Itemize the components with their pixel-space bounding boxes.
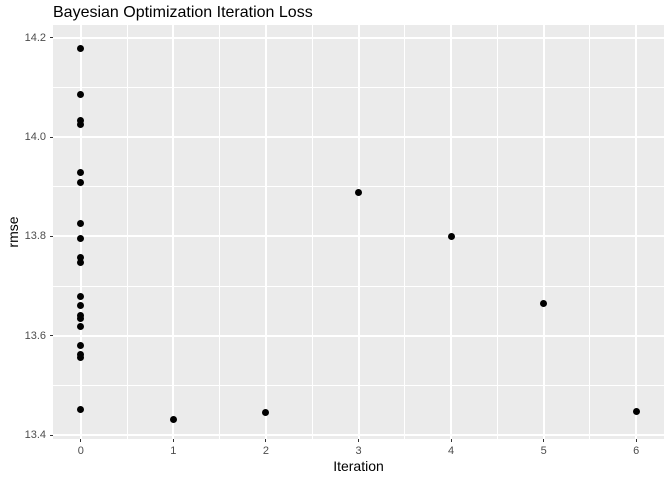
gridline-x-major <box>635 25 638 439</box>
x-tick-mark <box>265 439 267 442</box>
y-tick-label: 13.6 <box>24 329 46 342</box>
gridline-x-major <box>542 25 545 439</box>
gridline-x-major <box>79 25 82 439</box>
x-tick-label: 1 <box>170 445 177 457</box>
data-point <box>77 91 85 99</box>
x-tick-mark <box>172 439 174 442</box>
gridline-y-major <box>53 136 664 139</box>
y-tick-label: 14.0 <box>24 131 46 144</box>
gridline-x-minor <box>496 25 498 439</box>
data-point <box>77 120 85 128</box>
data-point <box>77 219 85 227</box>
data-point <box>77 258 85 266</box>
y-tick-label: 13.8 <box>24 230 46 243</box>
chart-title: Bayesian Optimization Iteration Loss <box>53 4 313 21</box>
gridline-x-major <box>357 25 360 439</box>
data-point <box>355 189 362 197</box>
gridline-x-minor <box>311 25 313 439</box>
data-point <box>77 178 85 186</box>
x-axis-title: Iteration <box>333 458 384 474</box>
gridline-x-major <box>172 25 175 439</box>
x-tick-label: 6 <box>633 445 640 457</box>
x-tick-label: 4 <box>448 445 455 457</box>
data-point <box>77 405 85 413</box>
plot-panel <box>53 25 664 439</box>
x-tick-mark <box>450 439 452 442</box>
x-tick-label: 0 <box>77 445 84 457</box>
x-tick-mark <box>358 439 359 442</box>
x-tick-label: 3 <box>355 445 362 457</box>
data-point <box>540 300 548 308</box>
gridline-x-minor <box>126 25 128 439</box>
y-tick-mark <box>50 434 53 436</box>
gridline-x-minor <box>404 25 406 439</box>
data-point <box>77 315 85 323</box>
data-point <box>169 416 177 424</box>
y-tick-mark <box>50 37 53 39</box>
x-tick-label: 5 <box>540 445 547 457</box>
data-point <box>632 408 640 416</box>
gridline-y-major <box>53 36 664 39</box>
data-point <box>77 323 85 331</box>
data-point <box>77 45 85 53</box>
data-point <box>77 292 85 300</box>
x-tick-mark <box>635 439 637 442</box>
gridline-y-major <box>53 434 664 437</box>
gridline-x-minor <box>589 25 591 439</box>
gridline-x-major <box>264 25 267 439</box>
x-tick-mark <box>543 439 545 442</box>
x-tick-label: 2 <box>262 445 269 457</box>
gridline-x-major <box>450 25 453 439</box>
data-point <box>77 253 85 261</box>
gridline-y-major <box>53 235 664 238</box>
y-tick-mark <box>50 136 53 138</box>
gridline-y-major <box>53 334 664 337</box>
data-point <box>77 234 85 242</box>
data-point <box>262 409 270 417</box>
data-point <box>447 233 455 241</box>
data-point <box>77 354 85 362</box>
data-point <box>77 168 85 176</box>
y-tick-mark <box>50 335 53 337</box>
x-tick-mark <box>80 439 82 442</box>
data-point <box>77 342 85 350</box>
y-tick-label: 14.2 <box>24 31 46 44</box>
data-point <box>77 301 85 309</box>
y-tick-label: 13.4 <box>24 429 46 442</box>
gridline-x-minor <box>219 25 221 439</box>
y-tick-mark <box>50 235 53 237</box>
